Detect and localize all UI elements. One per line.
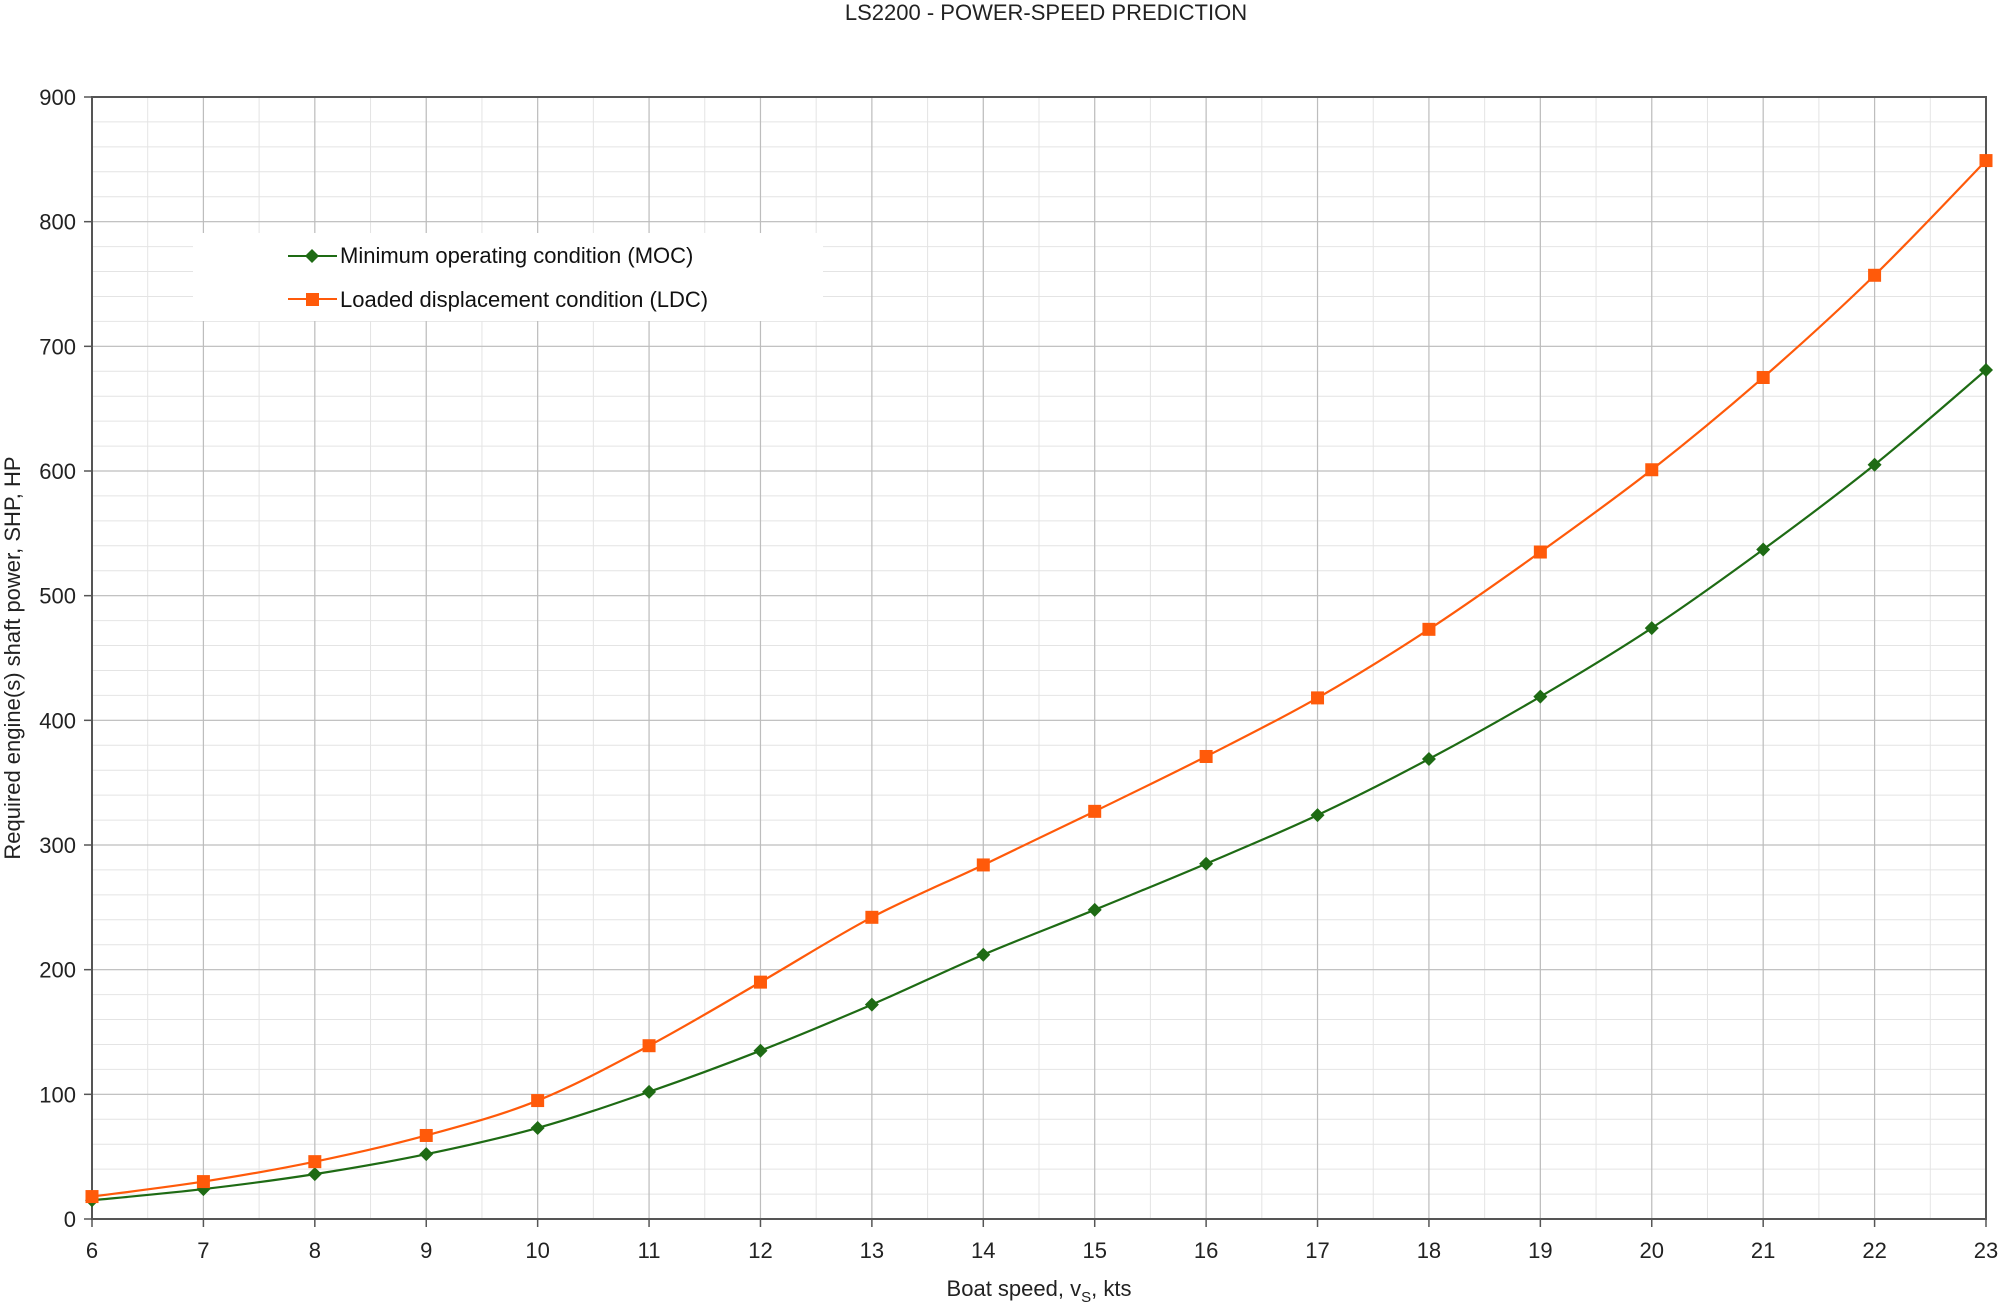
x-tick-label: 19	[1528, 1238, 1552, 1263]
x-tick-label: 18	[1417, 1238, 1441, 1263]
data-point-moc	[1756, 542, 1771, 557]
x-axis-label-tail: , kts	[1091, 1276, 1131, 1301]
legend-label-ldc: Loaded displacement condition (LDC)	[340, 287, 708, 312]
data-point-moc	[307, 1167, 322, 1182]
data-point-ldc	[1088, 804, 1102, 818]
x-axis-label-subscript: S	[1081, 1289, 1091, 1302]
legend-entry-moc: Minimum operating condition (MOC)	[288, 243, 693, 268]
y-axis-label: Required engine(s) shaft power, SHP, HP	[0, 456, 25, 859]
data-point-ldc	[1979, 154, 1993, 168]
data-point-ldc	[531, 1094, 545, 1108]
x-axis-ticks: 6 7 8 9 10 11 12 13 14 15 16 17 18 19 20 21 22 23	[86, 1219, 1998, 1263]
data-point-moc	[1979, 363, 1993, 378]
data-point-moc	[419, 1147, 434, 1162]
data-point-ldc	[1422, 622, 1436, 636]
legend-marker-moc	[305, 249, 319, 263]
x-axis-label-main: Boat speed, v	[947, 1276, 1082, 1301]
x-tick-label: 13	[860, 1238, 884, 1263]
data-point-ldc	[1756, 371, 1770, 384]
data-point-ldc	[308, 1155, 322, 1169]
y-tick-label: 500	[39, 584, 76, 609]
x-tick-label: 6	[86, 1238, 98, 1263]
legend: Minimum operating condition (MOC) Loaded…	[193, 233, 823, 321]
data-point-moc	[1533, 689, 1548, 704]
y-tick-label: 0	[64, 1207, 76, 1232]
data-point-moc	[1199, 856, 1214, 871]
y-tick-label: 100	[39, 1082, 76, 1107]
chart-title: LS2200 - POWER-SPEED PREDICTION	[845, 0, 1247, 25]
data-point-moc	[1644, 621, 1659, 636]
data-point-ldc	[419, 1128, 433, 1142]
plot-frame	[91, 96, 1987, 1220]
x-axis-label: Boat speed, vS, kts	[947, 1276, 1132, 1302]
y-tick-label: 600	[39, 459, 76, 484]
legend-label-moc: Minimum operating condition (MOC)	[340, 243, 693, 268]
data-point-ldc	[753, 975, 767, 989]
y-tick-label: 300	[39, 833, 76, 858]
legend-entry-ldc: Loaded displacement condition (LDC)	[288, 287, 708, 312]
x-tick-label: 17	[1305, 1238, 1329, 1263]
x-tick-label: 15	[1082, 1238, 1106, 1263]
legend-marker-ldc	[306, 293, 319, 306]
data-point-moc	[1087, 902, 1102, 917]
x-tick-label: 14	[971, 1238, 995, 1263]
y-tick-label: 800	[39, 210, 76, 235]
data-point-ldc	[1311, 691, 1325, 705]
x-tick-label: 16	[1194, 1238, 1218, 1263]
x-tick-label: 9	[420, 1238, 432, 1263]
x-tick-label: 21	[1751, 1238, 1775, 1263]
data-point-moc	[1867, 457, 1882, 472]
data-point-ldc	[1199, 749, 1213, 763]
y-tick-label: 700	[39, 334, 76, 359]
x-tick-label: 10	[525, 1238, 549, 1263]
legend-box	[193, 233, 823, 321]
y-axis-ticks: 0 100 200 300 400 500 600 700 800 900	[39, 85, 92, 1232]
data-point-ldc	[1533, 545, 1547, 559]
data-point-moc	[1310, 808, 1325, 823]
series-layer	[85, 154, 1993, 1208]
x-tick-label: 20	[1640, 1238, 1664, 1263]
data-point-ldc	[642, 1039, 656, 1053]
data-point-ldc	[1868, 268, 1882, 282]
x-tick-label: 7	[197, 1238, 209, 1263]
data-point-ldc	[196, 1175, 210, 1189]
y-tick-label: 400	[39, 708, 76, 733]
x-tick-label: 12	[748, 1238, 772, 1263]
data-point-moc	[642, 1084, 657, 1099]
y-tick-label: 200	[39, 958, 76, 983]
y-tick-label: 900	[39, 85, 76, 110]
data-point-ldc	[976, 858, 990, 872]
data-point-moc	[864, 997, 879, 1012]
x-tick-label: 8	[309, 1238, 321, 1263]
data-point-moc	[530, 1120, 545, 1135]
x-tick-label: 11	[638, 1238, 661, 1263]
data-point-moc	[976, 947, 991, 962]
x-tick-label: 23	[1974, 1238, 1998, 1263]
x-tick-label: 22	[1862, 1238, 1886, 1263]
data-point-moc	[1421, 751, 1436, 766]
data-point-moc	[753, 1043, 768, 1058]
data-point-ldc	[865, 910, 879, 924]
data-point-ldc	[1645, 463, 1659, 477]
data-point-ldc	[85, 1190, 99, 1204]
